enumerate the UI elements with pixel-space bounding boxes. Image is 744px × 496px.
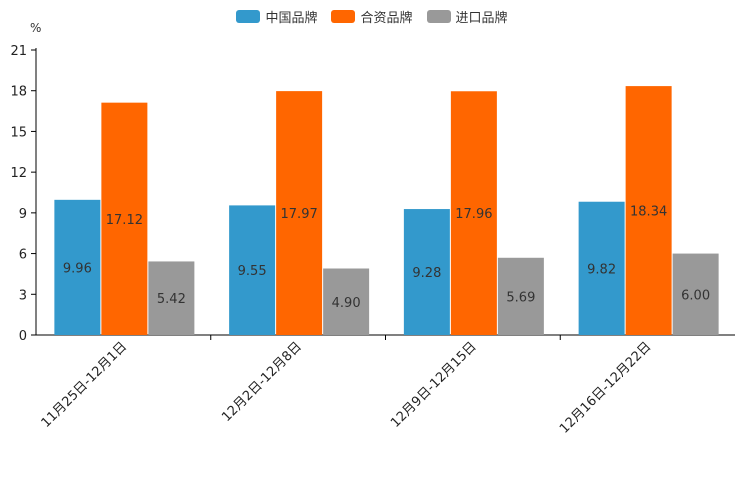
bar-value-label: 17.97	[281, 207, 318, 222]
bar	[276, 91, 323, 335]
bar-value-label: 17.96	[455, 207, 492, 222]
bar	[450, 91, 497, 335]
bar	[229, 205, 276, 335]
y-tick-label: 6	[19, 248, 27, 263]
bar	[497, 257, 544, 335]
bar	[54, 199, 101, 335]
bar-value-label: 9.96	[63, 261, 92, 276]
legend-swatch-jv-brand	[331, 10, 356, 23]
y-tick-label: 18	[10, 85, 27, 100]
legend-label-jv-brand: 合资品牌	[360, 11, 413, 26]
bar	[578, 201, 625, 335]
bar	[672, 253, 719, 335]
legend-swatch-import-brand	[426, 10, 451, 23]
legend-item-jv-brand[interactable]: 合资品牌	[331, 7, 413, 26]
legend-item-china-brand[interactable]: 中国品牌	[236, 7, 317, 26]
legend-item-import-brand[interactable]: 进口品牌	[426, 7, 508, 26]
bar	[148, 261, 195, 335]
x-tick-label: 12月9日-12月15日	[388, 339, 480, 431]
y-tick-label: 9	[19, 207, 27, 222]
bar-value-label: 18.34	[630, 205, 667, 220]
bar-value-label: 5.69	[506, 290, 535, 305]
legend-label-china-brand: 中国品牌	[265, 11, 318, 26]
y-tick-label: 21	[10, 44, 27, 59]
y-tick-label: 15	[10, 125, 27, 140]
bar-value-label: 4.90	[332, 296, 361, 311]
bar-value-label: 9.55	[238, 264, 267, 279]
x-tick-label: 12月2日-12月8日	[219, 339, 305, 425]
legend: 中国品牌 合资品牌 进口品牌	[0, 7, 744, 26]
legend-label-import-brand: 进口品牌	[455, 11, 508, 26]
y-tick-label: 3	[19, 288, 27, 303]
bar	[625, 86, 672, 335]
legend-swatch-china-brand	[236, 10, 261, 23]
bar-value-label: 9.82	[587, 262, 616, 277]
bar-value-label: 5.42	[157, 292, 186, 307]
bar	[323, 268, 370, 335]
x-tick-label: 11月25日-12月1日	[39, 339, 131, 431]
y-tick-label: 0	[19, 329, 27, 344]
bar-value-label: 6.00	[681, 288, 710, 303]
bar	[403, 209, 450, 335]
x-tick-label: 12月16日-12月22日	[557, 339, 654, 436]
bar-value-label: 17.12	[106, 213, 143, 228]
y-tick-label: 12	[10, 166, 27, 181]
bar	[101, 102, 148, 336]
y-axis-unit: %	[30, 21, 42, 35]
bar-value-label: 9.28	[412, 266, 441, 281]
